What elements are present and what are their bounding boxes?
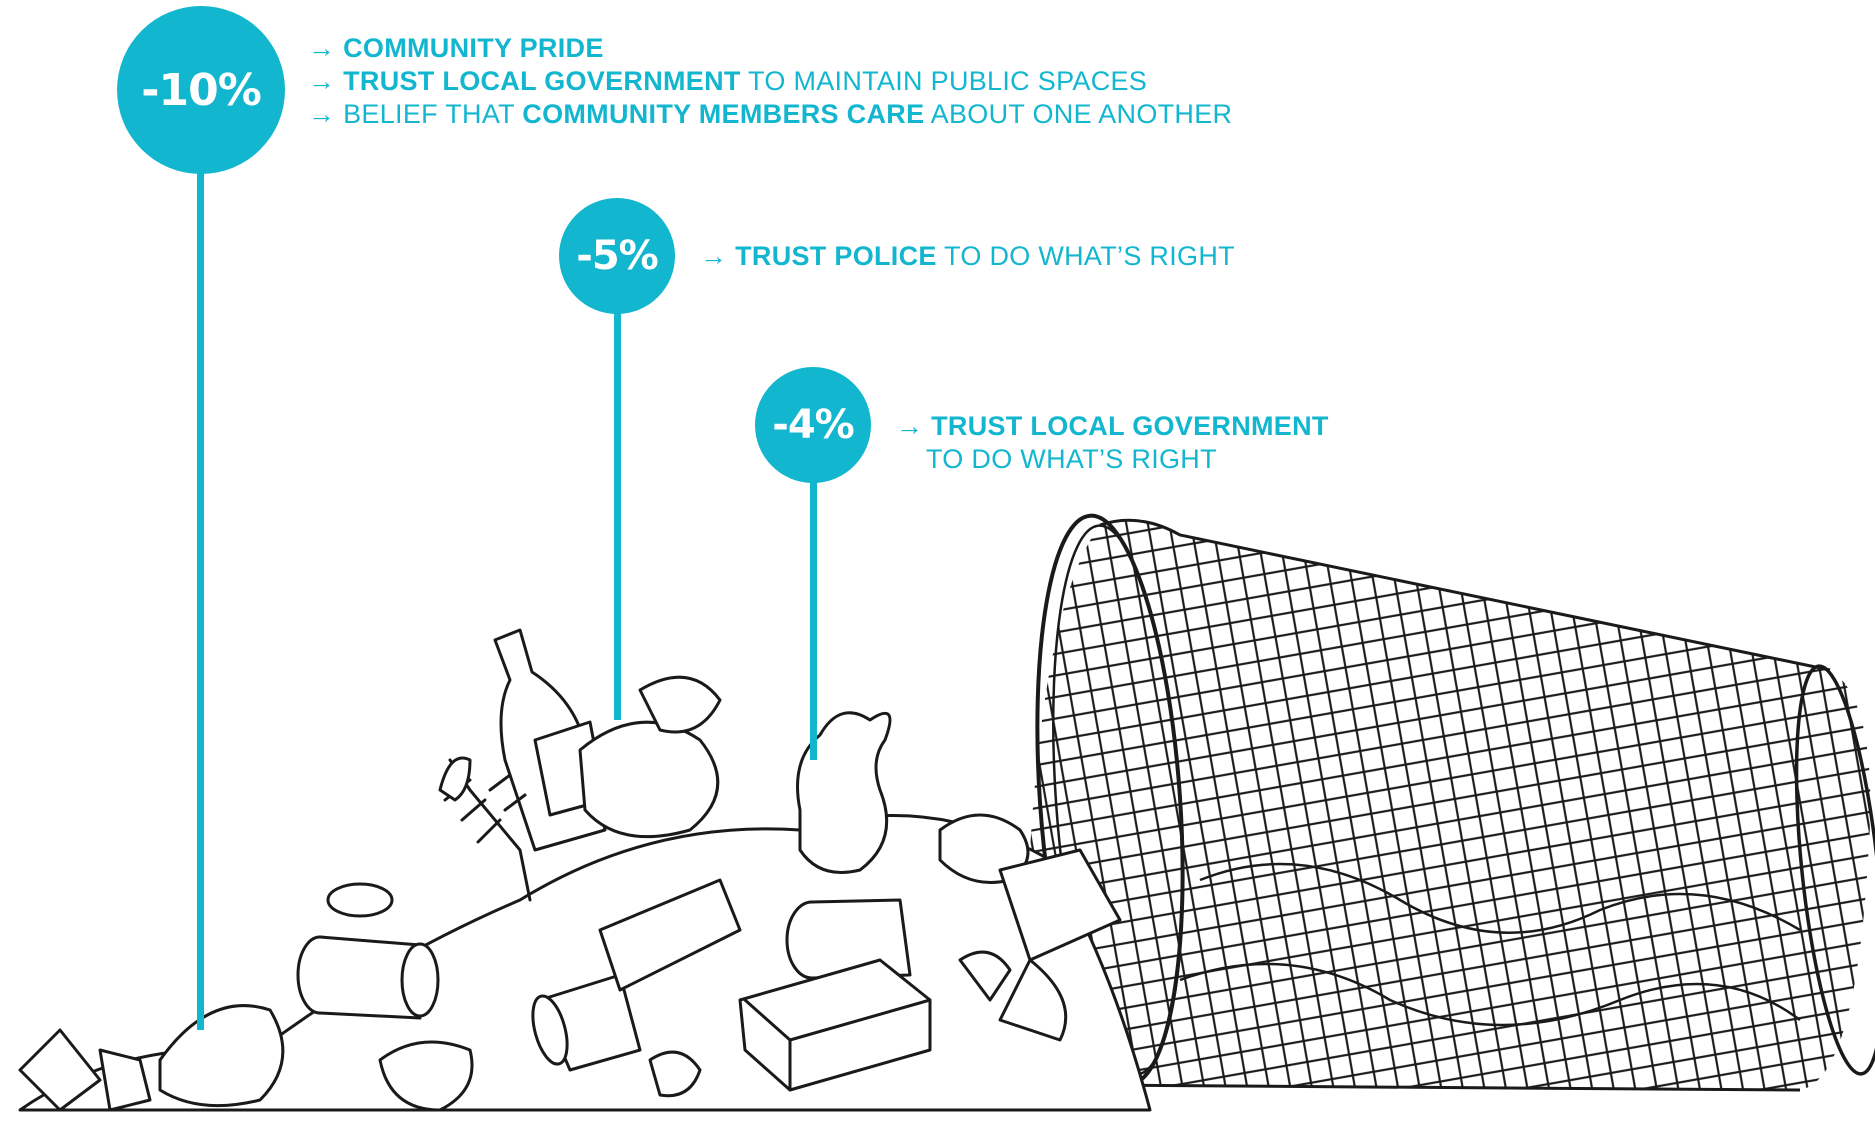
stat-line: → TRUST POLICE TO DO WHAT’S RIGHT	[700, 241, 1235, 271]
stat-line: TO DO WHAT’S RIGHT	[926, 444, 1217, 474]
stat-line: → COMMUNITY PRIDE	[308, 33, 604, 63]
stat-badge-government: -4%	[755, 367, 871, 483]
stat-line: → TRUST LOCAL GOVERNMENT	[896, 411, 1329, 441]
waste-basket	[1028, 513, 1875, 1092]
stat-text-government: → TRUST LOCAL GOVERNMENT TO DO WHAT’S RI…	[896, 410, 1329, 476]
stat-stem-government	[810, 470, 817, 760]
stat-text-police: → TRUST POLICE TO DO WHAT’S RIGHT	[700, 240, 1235, 273]
stat-badge-community: -10%	[117, 6, 285, 174]
stat-line: → TRUST LOCAL GOVERNMENT TO MAINTAIN PUB…	[308, 66, 1148, 96]
stat-line: → BELIEF THAT COMMUNITY MEMBERS CARE ABO…	[308, 99, 1233, 129]
stat-stem-police	[614, 300, 621, 720]
stat-badge-police: -5%	[559, 198, 675, 314]
litter-pile	[18, 628, 1152, 1112]
stat-stem-community	[197, 150, 204, 1030]
stat-text-community: → COMMUNITY PRIDE → TRUST LOCAL GOVERNME…	[308, 32, 1232, 131]
